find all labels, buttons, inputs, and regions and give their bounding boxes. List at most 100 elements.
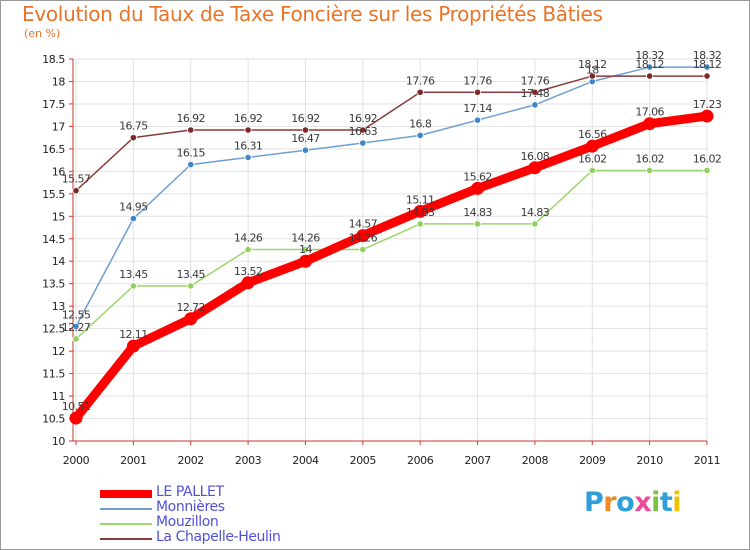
data-label: 16.02 [693, 152, 722, 165]
data-label: 12.27 [62, 321, 91, 334]
data-label: 12.72 [176, 301, 205, 314]
data-point [356, 229, 370, 243]
data-point [129, 214, 137, 223]
data-point [301, 126, 310, 134]
series-monni-res [72, 63, 711, 330]
data-label: 14.83 [406, 206, 435, 219]
x-tick-label: 2011 [694, 454, 720, 467]
data-point [703, 63, 711, 71]
data-label: 18.32 [693, 49, 722, 62]
data-point [298, 254, 312, 268]
data-label: 16.02 [578, 152, 607, 165]
data-point [244, 126, 252, 134]
data-label: 14 [299, 243, 312, 256]
x-tick-label: 2002 [178, 454, 204, 467]
data-label: 16.31 [234, 139, 263, 152]
data-point [413, 204, 427, 218]
y-tick-label: 18.5 [42, 53, 65, 66]
data-label: 17.23 [693, 98, 722, 111]
y-tick-label: 16 [52, 165, 66, 178]
x-tick-label: 2007 [464, 454, 491, 467]
y-tick-label: 12.5 [42, 323, 65, 336]
data-label: 13.45 [119, 268, 148, 281]
data-label: 16.15 [176, 147, 205, 160]
legend-label: LE PALLET [156, 484, 224, 500]
data-point [700, 109, 714, 123]
series-la-chapelle-heulin [72, 72, 711, 195]
y-tick-label: 10 [52, 435, 66, 448]
data-point [72, 322, 80, 330]
data-label: 12.11 [119, 328, 148, 341]
data-label: 14.57 [349, 218, 378, 231]
x-tick-label: 2001 [120, 454, 146, 467]
data-point [187, 126, 195, 134]
data-label: 18.12 [693, 58, 722, 71]
data-label: 17.06 [635, 106, 664, 119]
x-tick-label: 2000 [63, 454, 90, 467]
legend-swatch [100, 508, 152, 510]
data-point [184, 312, 198, 326]
legend-swatch [100, 538, 152, 540]
data-label: 16.92 [176, 112, 205, 125]
data-point [646, 166, 654, 175]
y-tick-label: 13 [52, 300, 66, 313]
data-label: 16.02 [635, 152, 664, 165]
data-label: 15.11 [406, 193, 435, 206]
data-point [241, 276, 255, 290]
data-point [703, 166, 711, 175]
data-point [646, 72, 654, 80]
legend-swatch [100, 523, 152, 525]
y-tick-label: 17 [52, 120, 66, 133]
x-tick-label: 2008 [522, 454, 549, 467]
data-label: 16.63 [349, 125, 378, 138]
data-label: 17.14 [463, 102, 492, 115]
data-label: 16.08 [521, 150, 550, 163]
data-label: 13.45 [176, 268, 205, 281]
logo-letter: r [603, 487, 617, 518]
logo-letter: o [616, 487, 635, 518]
data-label: 16.92 [349, 112, 378, 125]
y-tick-label: 15 [52, 210, 66, 223]
x-tick-label: 2004 [292, 454, 319, 467]
x-tick-label: 2009 [579, 454, 606, 467]
proxiti-logo: Proxiti [584, 487, 682, 518]
logo-letter: i [672, 487, 682, 518]
data-point [187, 282, 195, 290]
series-mouzillon [72, 166, 711, 343]
data-label: 16.8 [409, 117, 432, 130]
data-point [646, 63, 654, 71]
data-label: 16.92 [291, 112, 320, 125]
data-point [471, 181, 485, 195]
data-label: 14.83 [521, 206, 550, 219]
data-point [416, 88, 424, 96]
data-point [528, 161, 542, 175]
y-tick-label: 14.5 [42, 233, 65, 246]
x-tick-label: 2003 [235, 454, 262, 467]
data-label: 17.76 [521, 74, 550, 87]
data-point [588, 166, 596, 175]
data-label: 16.75 [119, 120, 148, 133]
data-point [531, 101, 539, 109]
data-point [531, 220, 539, 228]
data-label: 18.32 [635, 49, 664, 62]
data-point [244, 153, 252, 162]
data-point [72, 187, 80, 195]
data-label: 18.12 [635, 58, 664, 71]
data-point [187, 161, 195, 169]
data-label: 18.12 [578, 58, 607, 71]
y-tick-label: 18 [52, 75, 66, 88]
data-point [703, 72, 711, 80]
data-label: 13.52 [234, 265, 263, 278]
data-label: 17.76 [463, 74, 492, 87]
data-point [72, 335, 80, 343]
series-line [71, 111, 712, 423]
data-point [69, 411, 83, 425]
x-tick-label: 2010 [636, 454, 663, 467]
data-point [359, 245, 367, 254]
data-point [643, 117, 657, 131]
y-tick-label: 11 [52, 390, 65, 403]
y-tick-label: 17.5 [42, 98, 65, 111]
plot-area [73, 59, 707, 441]
data-label: 14.95 [119, 201, 148, 214]
